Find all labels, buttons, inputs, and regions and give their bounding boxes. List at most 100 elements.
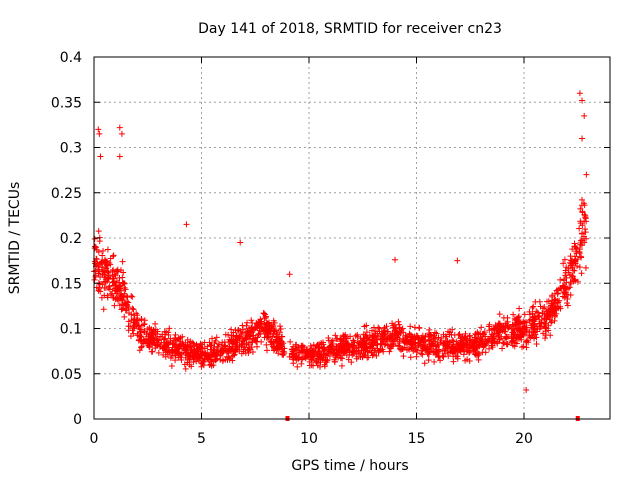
data-point — [244, 319, 251, 326]
data-point — [433, 330, 440, 337]
data-point — [354, 333, 361, 340]
data-point — [407, 354, 414, 361]
data-point — [315, 349, 322, 356]
data-point — [255, 330, 262, 337]
data-point — [213, 334, 220, 341]
data-point — [560, 276, 567, 283]
data-point — [477, 334, 484, 341]
data-point — [582, 215, 589, 222]
data-point — [376, 348, 383, 355]
data-point — [571, 240, 578, 247]
data-point — [130, 330, 137, 337]
data-point — [400, 337, 407, 344]
data-point — [464, 341, 471, 348]
data-point — [523, 344, 530, 351]
data-point — [530, 320, 537, 327]
data-point — [106, 286, 113, 293]
data-point — [583, 171, 590, 178]
data-point — [118, 306, 125, 313]
data-point — [570, 267, 577, 274]
data-point — [500, 339, 507, 346]
data-point — [322, 351, 329, 358]
data-point — [130, 306, 137, 313]
data-point — [548, 319, 555, 326]
data-point — [190, 347, 197, 354]
data-point — [253, 338, 260, 345]
data-point — [129, 305, 136, 312]
data-point — [198, 344, 205, 351]
data-point — [362, 332, 369, 339]
data-point — [242, 332, 249, 339]
data-point — [141, 320, 148, 327]
data-point — [102, 285, 109, 292]
data-point — [479, 331, 486, 338]
data-point — [342, 331, 349, 338]
data-point — [567, 260, 574, 267]
data-point — [262, 327, 269, 334]
data-point — [140, 336, 147, 343]
data-point — [96, 130, 103, 137]
data-point — [119, 280, 126, 287]
data-point — [166, 348, 173, 355]
data-point — [172, 352, 179, 359]
data-point — [128, 292, 135, 299]
data-point — [480, 342, 487, 349]
data-point — [399, 345, 406, 352]
data-point — [110, 294, 117, 301]
data-point — [530, 303, 537, 310]
data-point — [543, 311, 550, 318]
data-point — [126, 309, 133, 316]
data-point — [298, 348, 305, 355]
data-point — [233, 333, 240, 340]
data-point — [343, 346, 350, 353]
data-point — [343, 338, 350, 345]
data-point — [369, 345, 376, 352]
data-point — [306, 348, 313, 355]
data-point — [321, 363, 328, 370]
data-point — [111, 302, 118, 309]
data-point — [263, 322, 270, 329]
data-point — [531, 323, 538, 330]
data-point — [495, 334, 502, 341]
data-point — [542, 335, 549, 342]
data-point — [556, 285, 563, 292]
y-tick-label: 0.2 — [60, 231, 82, 247]
data-point — [466, 345, 473, 352]
data-point — [332, 354, 339, 361]
data-point — [184, 336, 191, 343]
data-point — [535, 312, 542, 319]
data-point — [368, 327, 375, 334]
data-point — [95, 228, 102, 235]
data-point — [521, 331, 528, 338]
data-point — [360, 337, 367, 344]
data-point — [500, 314, 507, 321]
data-point — [576, 90, 583, 97]
data-point — [554, 297, 561, 304]
data-point — [99, 271, 106, 278]
y-tick-label: 0 — [73, 412, 82, 428]
data-point — [276, 329, 283, 336]
data-point — [520, 318, 527, 325]
data-point — [148, 332, 155, 339]
data-point — [350, 337, 357, 344]
data-point — [362, 351, 369, 358]
data-point — [100, 278, 107, 285]
data-point — [576, 264, 583, 271]
data-point — [435, 334, 442, 341]
data-point — [268, 337, 275, 344]
data-point — [105, 275, 112, 282]
data-point — [281, 345, 288, 352]
data-point — [332, 332, 339, 339]
data-point — [118, 130, 125, 137]
data-point — [429, 343, 436, 350]
data-point — [373, 352, 380, 359]
data-point — [294, 363, 301, 370]
data-point — [393, 325, 400, 332]
data-point — [261, 315, 268, 322]
data-point — [582, 264, 589, 271]
data-point — [137, 326, 144, 333]
data-point — [270, 328, 277, 335]
data-point — [135, 317, 142, 324]
data-point — [100, 247, 107, 254]
data-point — [207, 342, 214, 349]
